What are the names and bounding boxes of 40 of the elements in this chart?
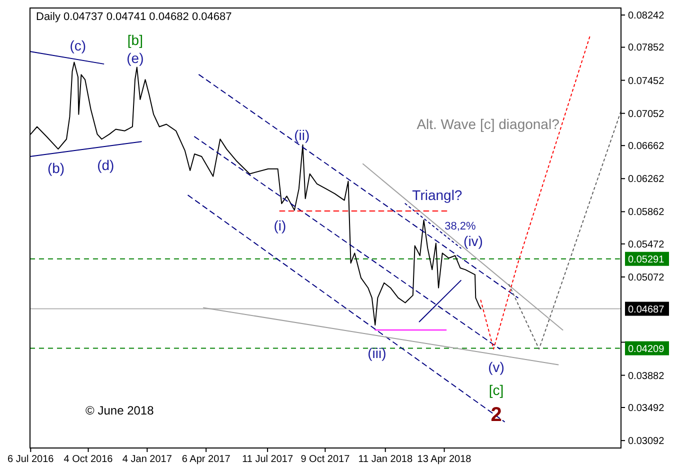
- y-tick-label: 0.08242: [628, 10, 665, 22]
- x-tick-label: 11 Jul 2017: [242, 454, 294, 465]
- y-tick-label: 0.06262: [628, 174, 665, 186]
- x-tick-label: 13 Apr 2018: [417, 454, 472, 465]
- y-tick-label: 0.03092: [628, 436, 665, 448]
- annotation: (e): [126, 50, 144, 66]
- annotation: Alt. Wave [c] diagonal?: [416, 116, 560, 132]
- annotation: © June 2018: [86, 403, 154, 418]
- x-tick-label: 6 Jul 2016: [8, 454, 54, 465]
- annotation: [c]: [488, 382, 504, 398]
- annotation: (c): [70, 38, 86, 54]
- annotation: (ii): [294, 127, 310, 144]
- y-tick-label: 0.07052: [628, 108, 665, 120]
- y-tick-label: 0.05072: [628, 272, 665, 284]
- x-tick-label: 4 Jan 2017: [122, 454, 172, 465]
- y-tick-label: 0.03492: [628, 403, 665, 414]
- ref-line-label: 0.05291: [628, 254, 665, 266]
- ref-line-label: 0.04687: [628, 304, 665, 316]
- y-tick-label: 0.05472: [628, 239, 665, 250]
- y-tick-label: 0.07852: [628, 42, 665, 54]
- annotation: (i): [274, 218, 286, 234]
- x-tick-label: 9 Oct 2017: [300, 454, 350, 465]
- y-tick-label: 0.06662: [628, 141, 665, 152]
- annotation: Triangl?: [412, 186, 462, 203]
- y-tick-label: 0.03882: [628, 370, 665, 382]
- y-tick-label: 0.07452: [628, 76, 665, 87]
- annotation: (d): [97, 156, 114, 173]
- y-tick-label: 0.05862: [628, 207, 665, 218]
- x-tick-label: 6 Apr 2017: [182, 454, 231, 465]
- annotation: 38,2%: [444, 220, 476, 233]
- ref-line-label: 0.04209: [628, 344, 665, 355]
- chart-title: Daily 0.04737 0.04741 0.04682 0.04687: [36, 11, 232, 23]
- x-tick-label: 11 Jan 2018: [358, 454, 413, 465]
- line-series: [480, 34, 591, 350]
- annotation: [b]: [127, 32, 143, 48]
- annotation: (iii): [368, 344, 386, 361]
- x-tick-label: 4 Oct 2016: [64, 454, 114, 465]
- annotation: (v): [488, 358, 504, 375]
- annotation: (b): [47, 160, 65, 176]
- annotation: (iv): [464, 233, 483, 250]
